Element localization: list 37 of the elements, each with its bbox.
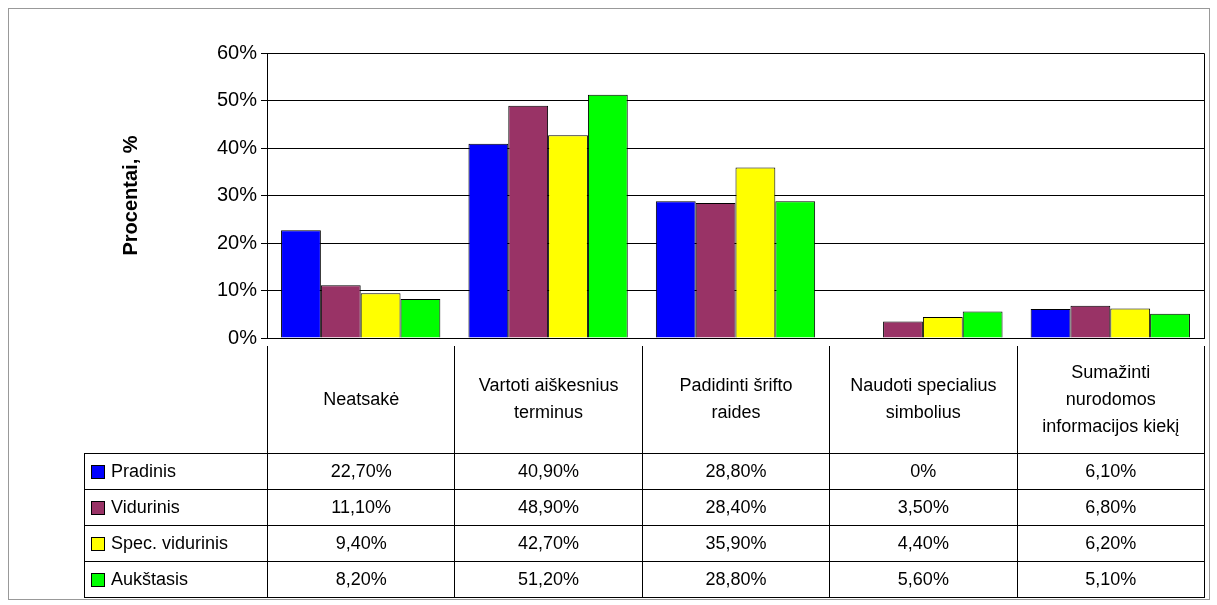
data-label: 9,40%: [267, 525, 455, 561]
data-label: 0%: [829, 453, 1018, 489]
y-tick-label: 50%: [216, 88, 258, 111]
x-tick-label: Neatsakė: [267, 346, 455, 453]
y-axis-title: Procentai, %: [118, 135, 141, 256]
data-label: 5,10%: [1017, 561, 1205, 597]
x-tick-label: Padidinti šrifto raides: [642, 346, 830, 453]
data-label: 51,20%: [454, 561, 643, 597]
y-tick-label: 20%: [216, 230, 258, 253]
x-tick-label: Naudoti specialius simbolius: [829, 346, 1018, 453]
x-tick-label: Sumažinti nurodomos informacijos kiekį: [1017, 346, 1205, 453]
y-tick-label: 0%: [228, 325, 258, 348]
y-tick-label: 60%: [216, 40, 258, 63]
legend-label: Spec. vidurinis: [111, 532, 229, 553]
legend-label: Vidurinis: [111, 496, 180, 517]
data-label: 22,70%: [267, 453, 455, 489]
data-label: 28,40%: [642, 489, 830, 525]
y-tick-label: 30%: [216, 183, 258, 206]
data-label: 11,10%: [267, 489, 455, 525]
x-tick-label: Vartoti aiškesnius terminus: [454, 346, 643, 453]
data-label: 5,60%: [829, 561, 1018, 597]
legend-label: Aukštasis: [111, 568, 189, 589]
legend-label: Pradinis: [111, 460, 177, 481]
data-label: 40,90%: [454, 453, 643, 489]
y-tick-label: 10%: [216, 278, 258, 301]
data-label: 6,80%: [1017, 489, 1205, 525]
y-tick-label: 40%: [216, 135, 258, 158]
data-label: 48,90%: [454, 489, 643, 525]
data-label: 3,50%: [829, 489, 1018, 525]
data-label: 6,20%: [1017, 525, 1205, 561]
data-label: 6,10%: [1017, 453, 1205, 489]
data-label: 35,90%: [642, 525, 830, 561]
data-label: 8,20%: [267, 561, 455, 597]
data-label: 28,80%: [642, 453, 830, 489]
data-label: 42,70%: [454, 525, 643, 561]
data-label: 4,40%: [829, 525, 1018, 561]
data-label: 28,80%: [642, 561, 830, 597]
